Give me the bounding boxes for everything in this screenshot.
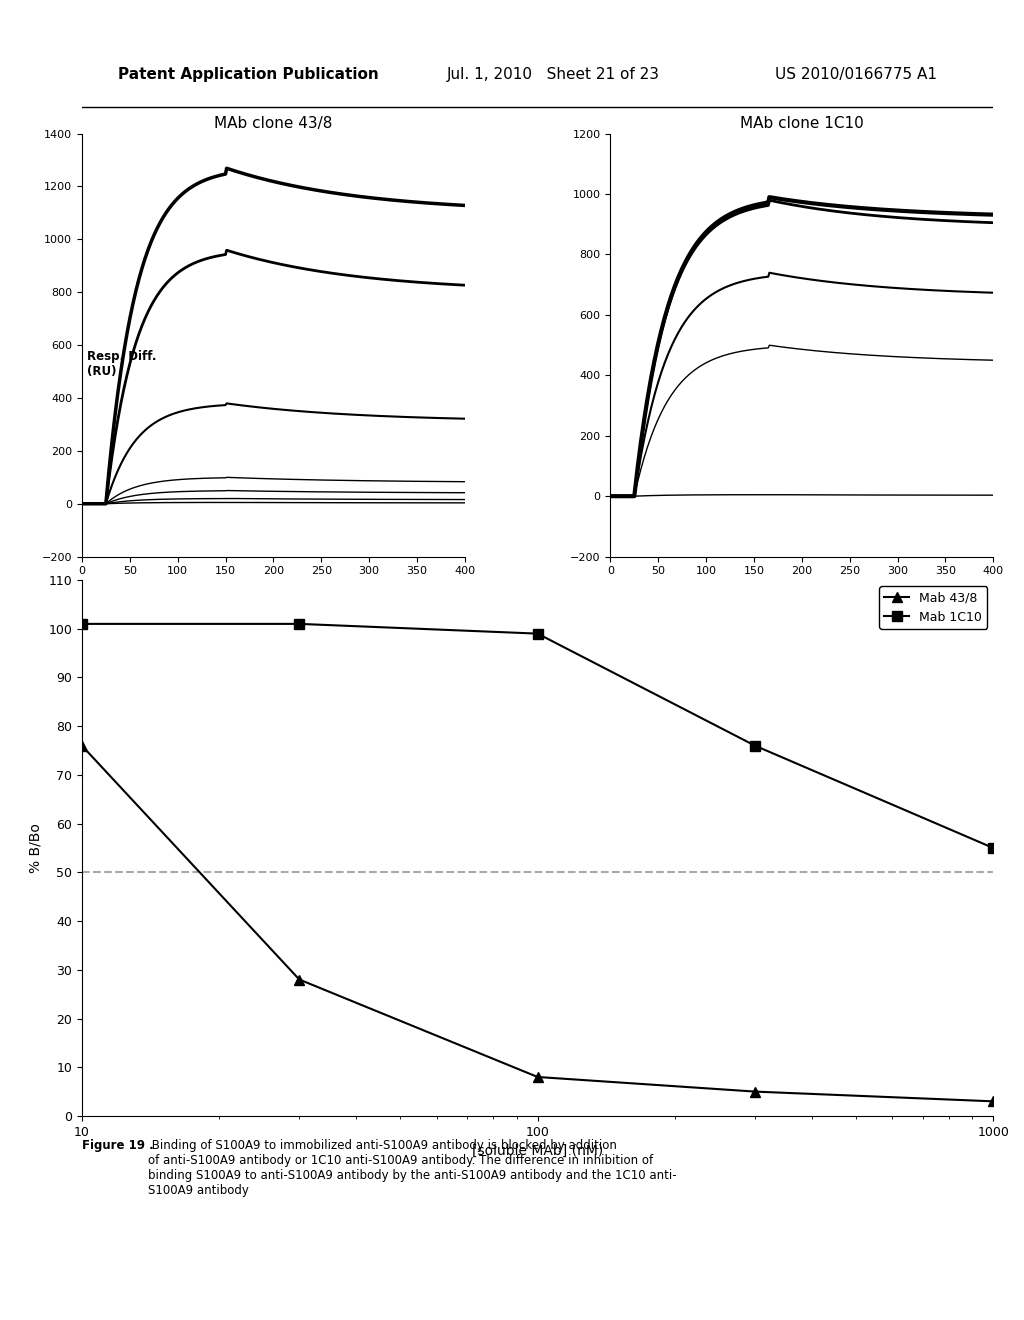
Text: Patent Application Publication: Patent Application Publication — [119, 67, 379, 82]
Text: Jul. 1, 2010   Sheet 21 of 23: Jul. 1, 2010 Sheet 21 of 23 — [446, 67, 659, 82]
Mab 43/8 — [987, 1093, 999, 1109]
Title: MAb clone 1C10: MAb clone 1C10 — [740, 116, 863, 131]
Text: Figure 19 .: Figure 19 . — [82, 1139, 154, 1152]
X-axis label: [soluble MAb] (nM): [soluble MAb] (nM) — [472, 1144, 603, 1158]
Text: Resp. Diff.
(RU): Resp. Diff. (RU) — [87, 350, 157, 378]
Mab 43/8 — [531, 1069, 544, 1085]
Mab 1C10 — [531, 626, 544, 642]
Line: Mab 43/8: Mab 43/8 — [77, 741, 998, 1106]
Mab 1C10 — [749, 738, 761, 754]
Mab 43/8 — [76, 738, 88, 754]
Y-axis label: % B/Bo: % B/Bo — [29, 824, 43, 873]
Text: US 2010/0166775 A1: US 2010/0166775 A1 — [774, 67, 937, 82]
Mab 1C10 — [293, 616, 305, 632]
Mab 1C10 — [987, 840, 999, 855]
Mab 1C10 — [76, 616, 88, 632]
Text: Binding of S100A9 to immobilized anti-S100A9 antibody is blocked by addition
of : Binding of S100A9 to immobilized anti-S1… — [147, 1139, 676, 1197]
Mab 43/8 — [749, 1084, 761, 1100]
X-axis label: Time (s): Time (s) — [776, 582, 827, 595]
Mab 43/8 — [293, 972, 305, 987]
Line: Mab 1C10: Mab 1C10 — [77, 619, 998, 853]
X-axis label: Time (s): Time (s) — [248, 582, 299, 595]
Title: MAb clone 43/8: MAb clone 43/8 — [214, 116, 333, 131]
Legend: Mab 43/8, Mab 1C10: Mab 43/8, Mab 1C10 — [880, 586, 987, 628]
